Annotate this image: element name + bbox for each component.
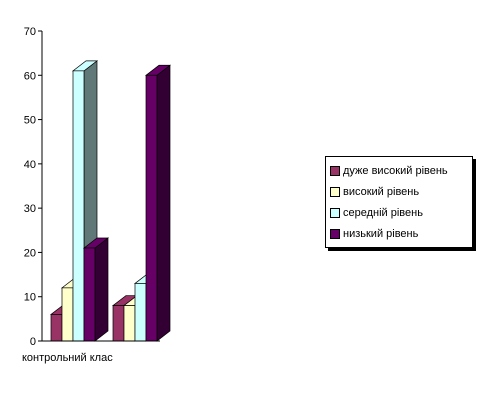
bar [134, 283, 147, 342]
bar-side [156, 64, 171, 342]
legend-label: середній рівень [343, 206, 423, 219]
legend-label: високий рівень [343, 185, 420, 198]
y-tick-label: 30 [24, 203, 36, 215]
y-tick-label: 10 [24, 292, 36, 304]
bar [112, 305, 125, 342]
y-tick-label: 20 [24, 247, 36, 259]
legend-swatch [330, 228, 340, 239]
legend-label: дуже високий рівень [343, 164, 448, 177]
legend-label: низький рівень [343, 227, 419, 240]
bar [61, 287, 74, 342]
legend-item: дуже високий рівень [330, 160, 468, 181]
y-tick-label: 0 [30, 336, 36, 348]
legend-swatch [330, 207, 340, 218]
bar [50, 314, 63, 342]
y-tick-label: 60 [24, 70, 36, 82]
legend-swatch [330, 186, 340, 197]
legend-item: низький рівень [330, 223, 468, 244]
bar-side [94, 237, 109, 342]
x-category-label: контрольний клас [22, 352, 113, 364]
bar [83, 247, 96, 342]
y-tick-label: 70 [24, 26, 36, 38]
bar [123, 305, 136, 342]
y-tick-label: 40 [24, 159, 36, 171]
legend: дуже високий рівень високий рівень середні… [325, 156, 473, 248]
bar [145, 74, 158, 342]
y-tick-label: 50 [24, 115, 36, 127]
legend-item: середній рівень [330, 202, 468, 223]
legend-item: високий рівень [330, 181, 468, 202]
legend-swatch [330, 165, 340, 176]
bar [72, 70, 85, 342]
